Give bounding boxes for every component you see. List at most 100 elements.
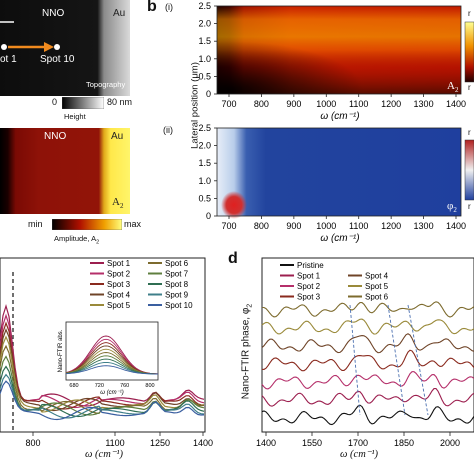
panel-c-legend-label: Spot 2: [107, 270, 131, 279]
map-ii-tag: φ2: [447, 200, 457, 214]
panel-d-xtick: 1850: [394, 438, 414, 448]
panel-d-guide-line: [349, 304, 361, 416]
map-i-tag: A2: [447, 80, 458, 94]
map-i-ytick: 1.5: [198, 36, 211, 46]
map-i-xtick: 800: [254, 99, 269, 109]
panel-c-xlabel: ω (cm⁻¹): [85, 449, 123, 460]
panel-d-curve: [261, 333, 474, 354]
panel-d-ylabel-text: Nano-FTIR phase, φ: [240, 307, 252, 400]
map-ii-xlabel: ω (cm⁻¹): [320, 233, 359, 244]
map-i-xtick: 1100: [349, 99, 368, 109]
panel-d-legend-label: Spot 6: [365, 293, 389, 302]
panel-d-xlabel: ω (cm⁻¹): [340, 449, 378, 460]
amp-nno-label: NNO: [44, 131, 67, 142]
map-i-xtick: 1200: [381, 99, 401, 109]
map-i-cbar-top: r: [468, 9, 471, 18]
height-label: Height: [64, 112, 86, 121]
panel-c-xtick: 1400: [193, 438, 213, 448]
amplitude-image: [0, 128, 130, 214]
map-i-xlabel: ω (cm⁻¹): [320, 111, 359, 122]
amp-au-label: Au: [111, 131, 124, 142]
height-max-label: 80 nm: [107, 97, 133, 107]
panel-d-guide-line: [407, 304, 429, 416]
panel-c-inset-xtick: 720: [95, 383, 104, 389]
panel-c-xtick: 1100: [105, 438, 124, 448]
panel-c-legend-label: Spot 9: [165, 291, 189, 300]
map-i-ytick: 2.5: [198, 1, 211, 11]
map-ii-xtick: 1100: [349, 221, 368, 231]
panel-c-curve: [0, 321, 205, 410]
map-i-shadow: [217, 6, 461, 94]
panel-c-inset-xtick: 800: [145, 383, 154, 389]
panel-c-xtick: 800: [25, 438, 40, 448]
map-ii-base: [217, 128, 461, 216]
amp-min-label: min: [28, 219, 43, 229]
map-i-ytick: 0: [206, 89, 211, 99]
spot-10-label: Spot 10: [40, 54, 75, 65]
map-ii-cbar-bot: r: [468, 202, 471, 211]
panel-d-xtick: 1550: [302, 438, 322, 448]
map-ii-ytick: 1.0: [198, 176, 211, 186]
panel-d-curve: [261, 404, 474, 426]
panel-b-letter: b: [147, 0, 157, 15]
map-ii-tag-letter: φ: [447, 200, 454, 212]
map-i-ytick: 0.5: [198, 71, 211, 81]
map-ii-ytick: 1.5: [198, 158, 211, 168]
panel-d-legend-label: Spot 5: [365, 282, 389, 291]
panel-d-letter: d: [228, 250, 238, 267]
map-ii-cbar-top: r: [468, 128, 471, 137]
amp-max-label: max: [124, 219, 142, 229]
panel-d-legend-label: Pristine: [297, 261, 324, 270]
map-ii-xtick: 1300: [414, 221, 434, 231]
panel-d-curve: [261, 388, 474, 407]
amplitude-label: Amplitude, A2: [54, 234, 99, 246]
amplitude-label-text: Amplitude, A: [54, 234, 97, 243]
topography-caption: Topography: [86, 80, 126, 89]
panel-c-legend-label: Spot 10: [165, 301, 193, 310]
panel-c-inset-curve: [65, 365, 158, 375]
spot-1-label: ot 1: [0, 54, 17, 65]
map-ii-hotspot: [221, 191, 247, 219]
panel-d-ylabel-sub: 2: [246, 303, 254, 308]
map-i-tag-letter: A: [447, 80, 455, 92]
panel-d-guide-line: [387, 304, 406, 416]
panel-c-legend-label: Spot 1: [107, 259, 131, 268]
amplitude-label-sub: 2: [96, 239, 100, 246]
map-i-xtick: 1000: [316, 99, 336, 109]
map-ii-ytick: 0: [206, 211, 211, 221]
panel-c-legend-label: Spot 8: [165, 280, 189, 289]
panel-c-inset-xtick: 680: [69, 383, 78, 389]
panel-d-curve: [261, 349, 474, 372]
panel-d-legend-label: Spot 1: [297, 272, 321, 281]
map-i-tag-sub: 2: [454, 86, 459, 95]
map-ii-xtick: 1200: [381, 221, 401, 231]
panel-d-curve: [261, 318, 474, 335]
panel-d-legend-label: Spot 2: [297, 282, 321, 291]
panel-d-curve: [261, 371, 474, 390]
amplitude-colorbar: [52, 219, 122, 230]
map-i-xtick: 900: [286, 99, 301, 109]
panel-d-xtick: 1400: [256, 438, 276, 448]
amp-signal-tag: A2: [112, 196, 123, 210]
panel-a: NNO Au ot 1 Spot 10 Topography 0 80 nm H…: [0, 0, 160, 250]
map-i-xtick: 700: [221, 99, 236, 109]
panel-d-xtick: 1700: [348, 438, 368, 448]
map-ii-xtick: 1400: [446, 221, 466, 231]
panel-b-maps: 2.5 2.0 1.5 1.0 0.5 0 700 800 900 1000 1100 1200 130…: [198, 1, 474, 244]
map-i-ytick: 1.0: [198, 54, 211, 64]
map-ii-xtick: 800: [254, 221, 269, 231]
topography-image: [0, 0, 130, 96]
panel-b-ylabel: Lateral position (μm): [189, 62, 201, 149]
panel-c-legend-label: Spot 7: [165, 270, 189, 279]
panel-c-inset-xlabel: ω (cm⁻¹): [100, 390, 124, 396]
panel-c-legend-label: Spot 6: [165, 259, 189, 268]
panel-d-ylabel: Nano-FTIR phase, φ2: [241, 277, 254, 427]
map-ii-xtick: 1000: [316, 221, 336, 231]
map-ii-xtick: 700: [221, 221, 236, 231]
map-i-colorbar: [464, 21, 474, 83]
map-ii-ytick: 2.0: [198, 141, 211, 151]
panel-c-curve: [0, 328, 205, 412]
amp-signal-letter: A: [112, 196, 120, 208]
